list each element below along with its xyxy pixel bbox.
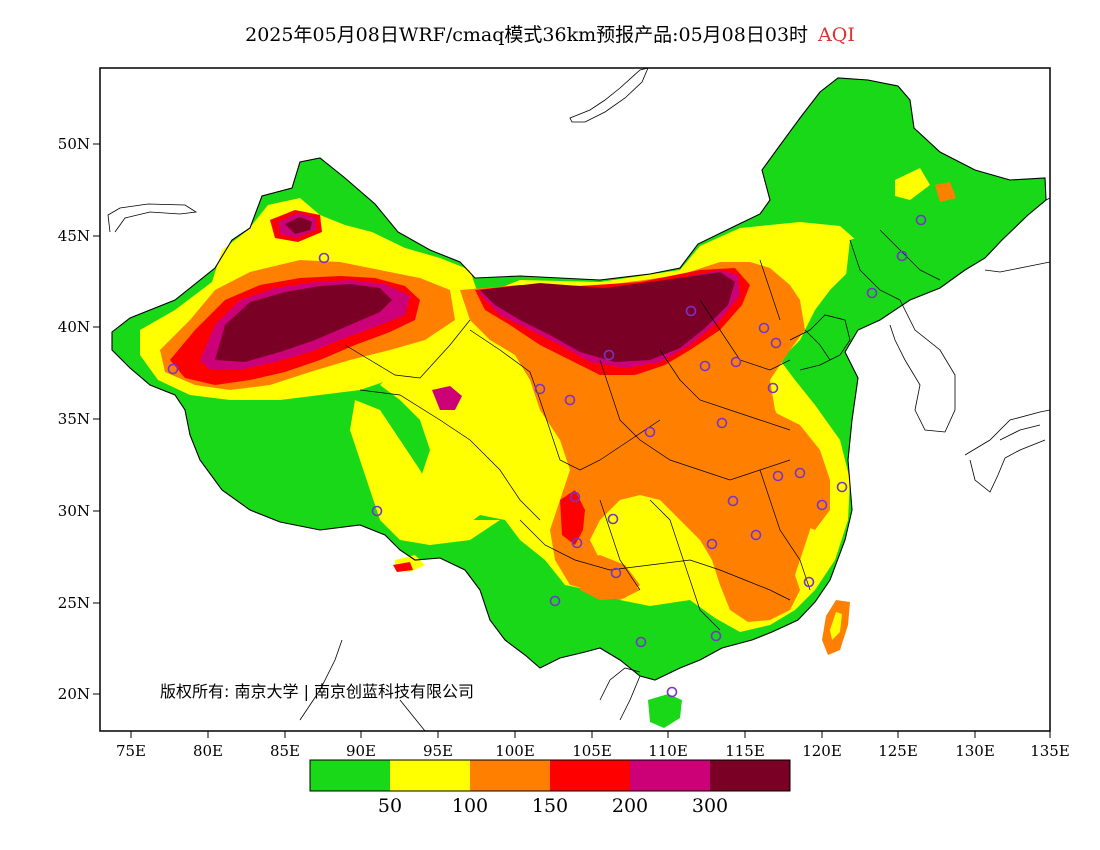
legend: 50 100 150 200 300 [309,759,791,817]
city-marker [816,499,828,511]
lat-label: 20N [58,685,90,703]
lon-label: 95E [423,742,453,760]
city-marker [607,513,619,525]
city-marker [767,382,779,394]
city-marker [866,287,878,299]
region-magenta-qinghai [432,386,462,410]
city-marker [836,481,848,493]
lon-label: 90E [346,742,376,760]
indochina-coast [299,639,641,731]
legend-swatch [390,760,470,791]
province-borders [344,229,941,631]
region-maroon-dzungaria [285,217,312,234]
city-marker [750,529,762,541]
city-marker [803,576,815,588]
city-marker [644,426,656,438]
baikal-coast [569,68,649,123]
city-marker [534,383,546,395]
region-orange-yangtze [740,410,830,530]
city-marker [794,467,806,479]
china-border [111,77,1047,681]
lat-label: 40N [58,318,90,336]
city-marker [571,537,583,549]
title-main: 2025年05月08日WRF/cmaq模式36km预报产品:05月08日03时 [245,24,809,46]
lon-label: 85E [270,742,300,760]
legend-swatch [310,760,390,791]
city-marker [716,417,728,429]
city-marker [685,305,697,317]
title-variable: AQI [818,24,855,46]
region-yellow-tibet-east [350,400,500,545]
lon-label: 135E [1030,742,1070,760]
legend-label: 200 [612,795,648,817]
legend-swatch [630,760,710,791]
legend-swatch [550,760,630,791]
map-title: 2025年05月08日WRF/cmaq模式36km预报产品:05月08日03时 A… [0,20,1100,47]
city-marker [770,337,782,349]
city-marker [371,505,383,517]
legend-label: 150 [532,795,568,817]
lat-label: 45N [58,227,90,245]
region-maroon-taklimakan [215,284,392,362]
korea-coast [889,299,956,433]
bohai-coast [789,314,851,371]
legend-swatch [710,760,790,791]
city-marker [706,538,718,550]
city-marker [564,394,576,406]
region-green-northeast [840,200,1000,325]
city-marker [549,595,561,607]
lat-labels: 50N 45N 40N 35N 30N 25N 20N [58,135,90,703]
legend-swatch [470,760,550,791]
map-frame-border [99,67,1051,732]
lon-label: 120E [802,742,842,760]
city-marker [758,322,770,334]
lat-label: 50N [58,135,90,153]
legend-label: 100 [452,795,488,817]
lon-label: 110E [648,742,688,760]
city-marker [710,630,722,642]
city-marker [569,491,581,503]
lat-axis [93,143,100,695]
city-marker [730,356,742,368]
lon-label: 115E [725,742,765,760]
city-marker [896,250,908,262]
region-yellow-northeast [895,168,930,200]
city-marker [772,470,784,482]
lon-label: 130E [955,742,995,760]
lon-label: 100E [495,742,535,760]
region-orange-southeast [705,510,800,622]
city-marker [666,686,678,698]
city-marker [167,363,179,375]
lon-labels: 75E 80E 85E 90E 95E 100E 105E 110E 115E … [116,742,1070,760]
region-taiwan-core [830,612,842,640]
lon-label: 80E [193,742,223,760]
lon-label: 75E [116,742,146,760]
legend-label: 300 [692,795,728,817]
lon-axis [130,731,1051,738]
copyright-text: 版权所有: 南京大学 | 南京创蓝科技有限公司 [160,682,474,701]
region-orange-northeast [935,182,956,202]
city-marker [318,252,330,264]
city-marker [699,360,711,372]
city-marker [610,567,622,579]
city-marker [603,349,615,361]
region-hainan [648,694,682,728]
lat-label: 30N [58,502,90,520]
region-red-tibet-south [393,562,413,572]
city-marker [915,214,927,226]
lat-label: 25N [58,594,90,612]
lon-label: 125E [878,742,918,760]
city-markers [167,214,927,698]
city-marker [727,495,739,507]
lon-label: 105E [572,742,612,760]
legend-border [309,759,791,792]
region-red-sichuan [560,490,585,545]
region-maroon-mongolia [480,272,735,362]
lat-label: 35N [58,410,90,428]
japan-coast [964,409,1050,493]
kazakh-lake [107,203,198,233]
city-marker [635,636,647,648]
legend-label: 50 [378,795,402,817]
